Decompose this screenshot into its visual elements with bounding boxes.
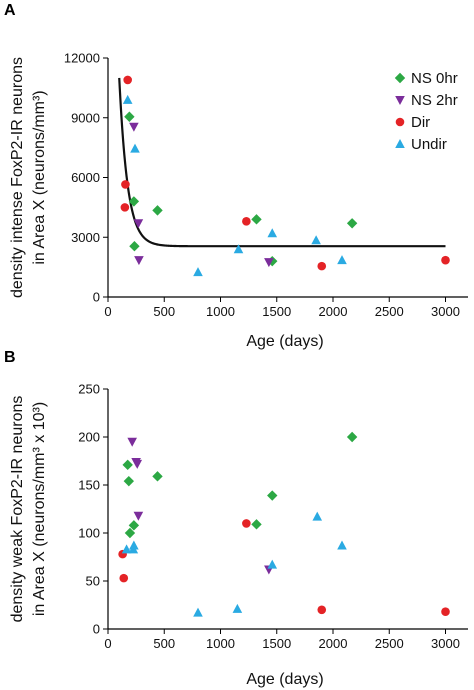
point-undir — [233, 244, 244, 254]
panel-b-ylabel-line-1: density weak FoxP2-IR neurons — [9, 396, 26, 623]
point-dir — [120, 203, 130, 212]
panel-a-axes: 0 500 1000 1500 2000 2500 3000 0 3000 6000 9000 120… — [64, 51, 468, 319]
point-dir — [123, 75, 132, 85]
panel-b-points — [118, 431, 450, 617]
y-tick-label: 0 — [93, 290, 100, 305]
legend-marker-undir — [395, 139, 405, 148]
y-tick-label: 6000 — [71, 170, 100, 185]
panel-b: B density weak FoxP2-IR neurons in Area X… — [4, 349, 468, 688]
point-dir — [441, 255, 450, 265]
panel-a-ylabel-line-1: density intense FoxP2-IR neurons — [9, 57, 26, 298]
panel-b-xlabel: Age (days) — [246, 671, 323, 688]
y-tick-label: 3000 — [71, 230, 100, 245]
panel-a-points — [120, 75, 450, 277]
panel-b-ylabel: density weak FoxP2-IR neurons in Area X (… — [9, 396, 48, 623]
point-dir — [242, 217, 251, 226]
point-ns-2hr — [133, 511, 144, 521]
legend-marker-ns-0hr — [394, 72, 406, 84]
x-tick-label: 1500 — [262, 636, 291, 651]
panel-b-letter: B — [4, 349, 16, 366]
y-tick-label: 9000 — [71, 110, 100, 125]
legend-label-ns-2hr: NS 2hr — [411, 92, 458, 109]
point-ns-2hr — [134, 256, 144, 266]
point-ns-0hr — [251, 214, 262, 225]
x-tick-label: 0 — [104, 304, 111, 319]
point-ns-0hr — [346, 431, 358, 443]
x-tick-label: 1500 — [262, 304, 291, 319]
exponential-fit-line — [118, 77, 446, 248]
point-dir — [119, 573, 129, 583]
point-undir — [337, 255, 347, 265]
x-tick-label: 2500 — [375, 636, 404, 651]
legend-label-ns-0hr: NS 0hr — [411, 70, 458, 87]
legend-label-dir: Dir — [411, 114, 430, 131]
panel-a-legend: NS 0hr NS 2hr Dir Undir — [394, 70, 458, 153]
y-tick-label: 250 — [78, 382, 100, 397]
point-dir — [441, 607, 450, 617]
point-undir — [232, 603, 243, 613]
y-tick-label: 200 — [78, 430, 100, 445]
point-ns-0hr — [122, 459, 133, 471]
point-ns-2hr — [132, 459, 143, 469]
y-tick-label: 0 — [93, 622, 100, 637]
point-dir — [317, 261, 327, 271]
x-tick-label: 1000 — [206, 304, 235, 319]
panel-a-letter: A — [4, 2, 16, 19]
point-ns-0hr — [152, 471, 163, 482]
point-dir — [121, 180, 130, 189]
panel-a-ylabel: density intense FoxP2-IR neurons in Area … — [9, 57, 48, 298]
point-undir — [337, 540, 347, 550]
panel-a: A density intense FoxP2-IR neurons in Are… — [4, 2, 468, 350]
panel-b-axes: 0 500 1000 1500 2000 2500 3000 0 50 100 150 200 250 — [78, 382, 468, 651]
point-dir — [242, 519, 251, 528]
point-dir — [317, 605, 327, 615]
y-tick-label: 100 — [78, 526, 100, 541]
x-tick-label: 500 — [153, 636, 175, 651]
x-tick-label: 0 — [104, 636, 111, 651]
point-ns-2hr — [133, 219, 144, 229]
x-tick-label: 2000 — [319, 304, 348, 319]
legend-marker-dir — [395, 117, 405, 127]
point-undir — [130, 143, 140, 153]
point-undir — [267, 559, 278, 569]
legend-label-undir: Undir — [411, 136, 447, 153]
point-ns-0hr — [128, 196, 140, 207]
point-ns-0hr — [124, 527, 136, 539]
panel-a-ylabel-line-2: in Area X (neurons/mm³) — [31, 90, 48, 264]
point-ns-0hr — [124, 111, 135, 122]
point-ns-0hr — [123, 475, 135, 487]
x-tick-label: 3000 — [431, 636, 460, 651]
y-tick-label: 50 — [86, 574, 100, 589]
point-undir — [193, 267, 203, 277]
point-undir — [312, 511, 323, 521]
x-tick-label: 1000 — [206, 636, 235, 651]
point-ns-2hr — [127, 437, 137, 447]
panel-a-xlabel: Age (days) — [246, 333, 323, 350]
point-undir — [267, 228, 278, 238]
panel-a-fit-curve — [118, 77, 446, 248]
point-undir — [193, 607, 203, 617]
legend-marker-ns-2hr — [395, 96, 405, 105]
x-tick-label: 2000 — [319, 636, 348, 651]
point-ns-0hr — [346, 218, 358, 229]
point-undir — [121, 544, 132, 554]
point-undir — [122, 94, 133, 104]
point-ns-2hr — [129, 122, 139, 132]
y-tick-label: 12000 — [64, 51, 100, 66]
point-ns-0hr — [129, 241, 140, 252]
point-undir — [311, 235, 321, 245]
panel-b-ylabel-line-2: in Area X (neurons/mm³ x 10³) — [31, 402, 48, 616]
point-ns-0hr — [152, 205, 163, 216]
point-ns-0hr — [267, 490, 278, 501]
y-tick-label: 150 — [78, 478, 100, 493]
point-ns-0hr — [251, 519, 262, 530]
x-tick-label: 3000 — [431, 304, 460, 319]
point-ns-2hr — [264, 258, 274, 268]
point-ns-0hr — [128, 520, 140, 531]
point-undir — [129, 540, 139, 550]
x-tick-label: 500 — [153, 304, 175, 319]
x-tick-label: 2500 — [375, 304, 404, 319]
